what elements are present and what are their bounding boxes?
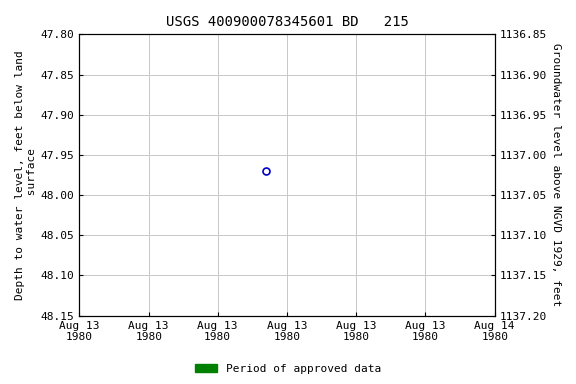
Y-axis label: Depth to water level, feet below land
 surface: Depth to water level, feet below land su…: [15, 50, 37, 300]
Title: USGS 400900078345601 BD   215: USGS 400900078345601 BD 215: [166, 15, 408, 29]
Y-axis label: Groundwater level above NGVD 1929, feet: Groundwater level above NGVD 1929, feet: [551, 43, 561, 306]
Legend: Period of approved data: Period of approved data: [191, 359, 385, 379]
